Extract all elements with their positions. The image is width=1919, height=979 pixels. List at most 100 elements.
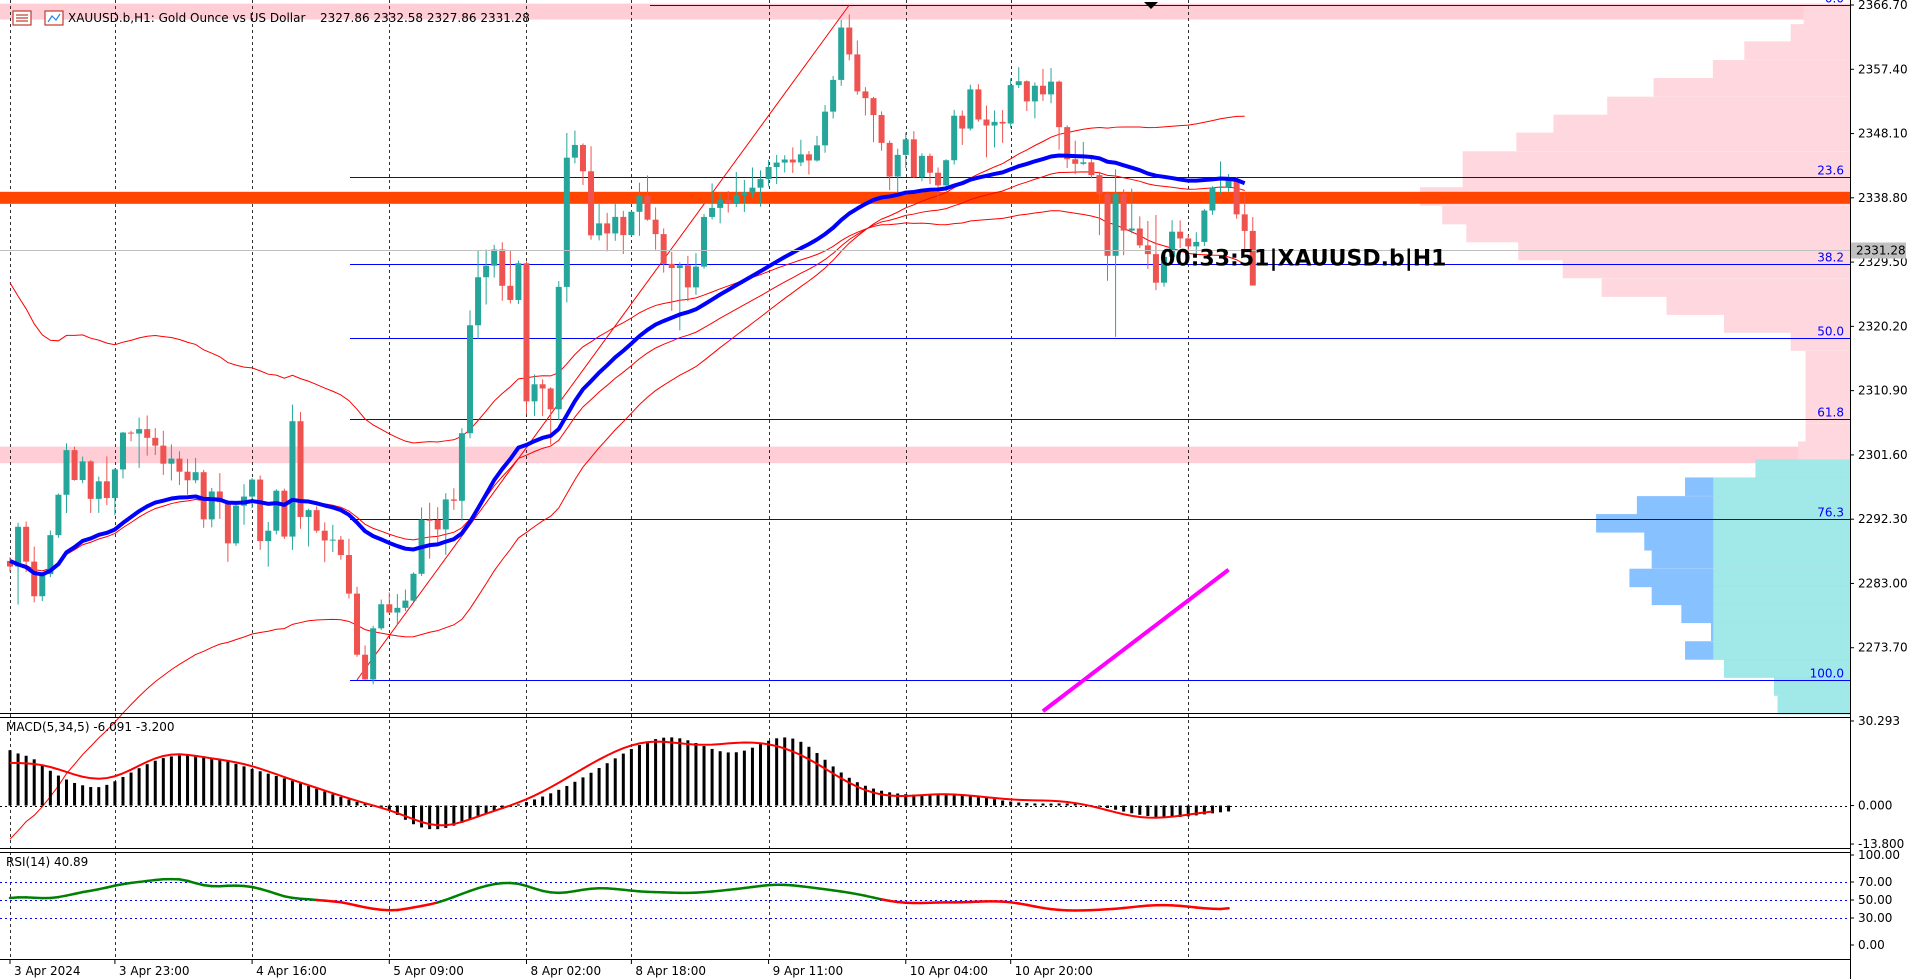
chart-shift-marker[interactable] (1144, 2, 1158, 9)
ma-slow-line (1041, 568, 1230, 713)
rsi-segment (291, 896, 302, 900)
time-label: 9 Apr 11:00 (773, 964, 844, 978)
macd-bar (64, 779, 68, 806)
candle-body (975, 89, 982, 120)
candle-body (152, 437, 159, 446)
candle-body (878, 115, 885, 143)
candle-body (1120, 193, 1127, 231)
rsi-segment (428, 901, 439, 906)
rsi-segment (533, 887, 544, 893)
macd-bar (662, 737, 666, 806)
candle-body (1201, 210, 1208, 242)
candle-body (959, 115, 966, 129)
fibonacci-retracement[interactable]: 0.0 23.6 38.2 50.0 61.8 76.3 100.0 (350, 0, 1850, 681)
macd-bar (750, 747, 754, 806)
macd-bar (444, 805, 448, 828)
macd-bar (56, 775, 60, 806)
rsi-segment (718, 888, 730, 892)
candle-body (588, 171, 595, 236)
macd-bar (734, 752, 738, 806)
candle-body (305, 510, 312, 517)
profile-row (1723, 314, 1850, 333)
candle-body (684, 265, 691, 288)
rsi-segment (735, 886, 746, 891)
candle-body (1209, 187, 1216, 211)
candle-body (192, 472, 199, 481)
time-label: 3 Apr 2024 (14, 964, 81, 978)
macd-bar (952, 794, 956, 806)
rsi-label: 30.00 (1858, 911, 1892, 925)
candle-body (200, 472, 207, 520)
candle-body (370, 628, 377, 680)
candle-body (620, 216, 627, 236)
rsi-segment (452, 892, 464, 899)
profile-row (1462, 151, 1850, 170)
macd-bar (678, 738, 682, 806)
candle-body (458, 433, 465, 501)
macd-bar (460, 805, 464, 823)
rsi-segment (89, 887, 101, 892)
candle-body (249, 479, 256, 497)
candle-body (321, 530, 328, 541)
rsi-segment (283, 895, 294, 900)
rsi-segment (1001, 900, 1012, 904)
candle-body (111, 469, 118, 499)
fib-level-label: 23.6 (1817, 164, 1844, 178)
rsi-label: 70.00 (1858, 875, 1892, 889)
rsi-segment (622, 888, 633, 892)
rsi-segment (880, 898, 891, 903)
macd-label: -13.800 (1858, 837, 1904, 851)
macd-bar (428, 805, 432, 830)
rsi-segment (1170, 904, 1182, 908)
rsi-segment (1195, 906, 1206, 910)
macd-bar (331, 794, 335, 806)
candle-body (63, 450, 70, 495)
candle-body (1072, 159, 1079, 164)
rsi-segment (363, 906, 375, 910)
candle-body (281, 490, 288, 537)
profile-row-value-area (1755, 459, 1850, 478)
candle-body (797, 154, 804, 163)
rsi-segment (630, 889, 641, 893)
candle-body (1177, 231, 1184, 239)
profile-row-value-area (1713, 550, 1850, 569)
rsi-segment (105, 884, 117, 889)
candle-body (709, 207, 716, 217)
candle-body (7, 560, 13, 567)
macd-bar (153, 760, 157, 806)
fib-level-label: 76.3 (1817, 506, 1844, 520)
candlesticks[interactable] (7, 14, 1256, 685)
candle-body (329, 539, 336, 541)
rsi-segment (848, 891, 859, 896)
candle-body (725, 200, 732, 204)
rsi-segment (864, 894, 875, 899)
candle-body (1249, 230, 1256, 286)
rsi-segment (194, 881, 205, 887)
macd-bar (8, 750, 12, 806)
rsi-segment (751, 884, 762, 889)
candle-body (23, 526, 30, 562)
macd-bar (791, 738, 795, 806)
macd-bar (16, 753, 20, 806)
macd-bar (492, 805, 496, 812)
candle-body (224, 502, 231, 544)
macd-bar (161, 758, 165, 806)
resistance-level[interactable] (0, 191, 1850, 204)
candle-body (362, 654, 369, 680)
candle-body (596, 223, 603, 236)
macd-bar (89, 787, 93, 806)
rsi-segment (242, 884, 254, 889)
macd-bar (395, 805, 399, 815)
macd-bar (613, 758, 617, 806)
macd-bar (839, 772, 843, 806)
profile-row-value-area (1723, 659, 1850, 678)
rsi-segment (1130, 905, 1142, 909)
macd-bar (412, 805, 415, 825)
candle-body (394, 607, 401, 613)
candle-body (1096, 175, 1103, 194)
candle-body (1112, 193, 1119, 256)
rsi-segment (791, 884, 803, 888)
profile-row (1466, 223, 1850, 243)
pane-frames (0, 0, 1851, 979)
